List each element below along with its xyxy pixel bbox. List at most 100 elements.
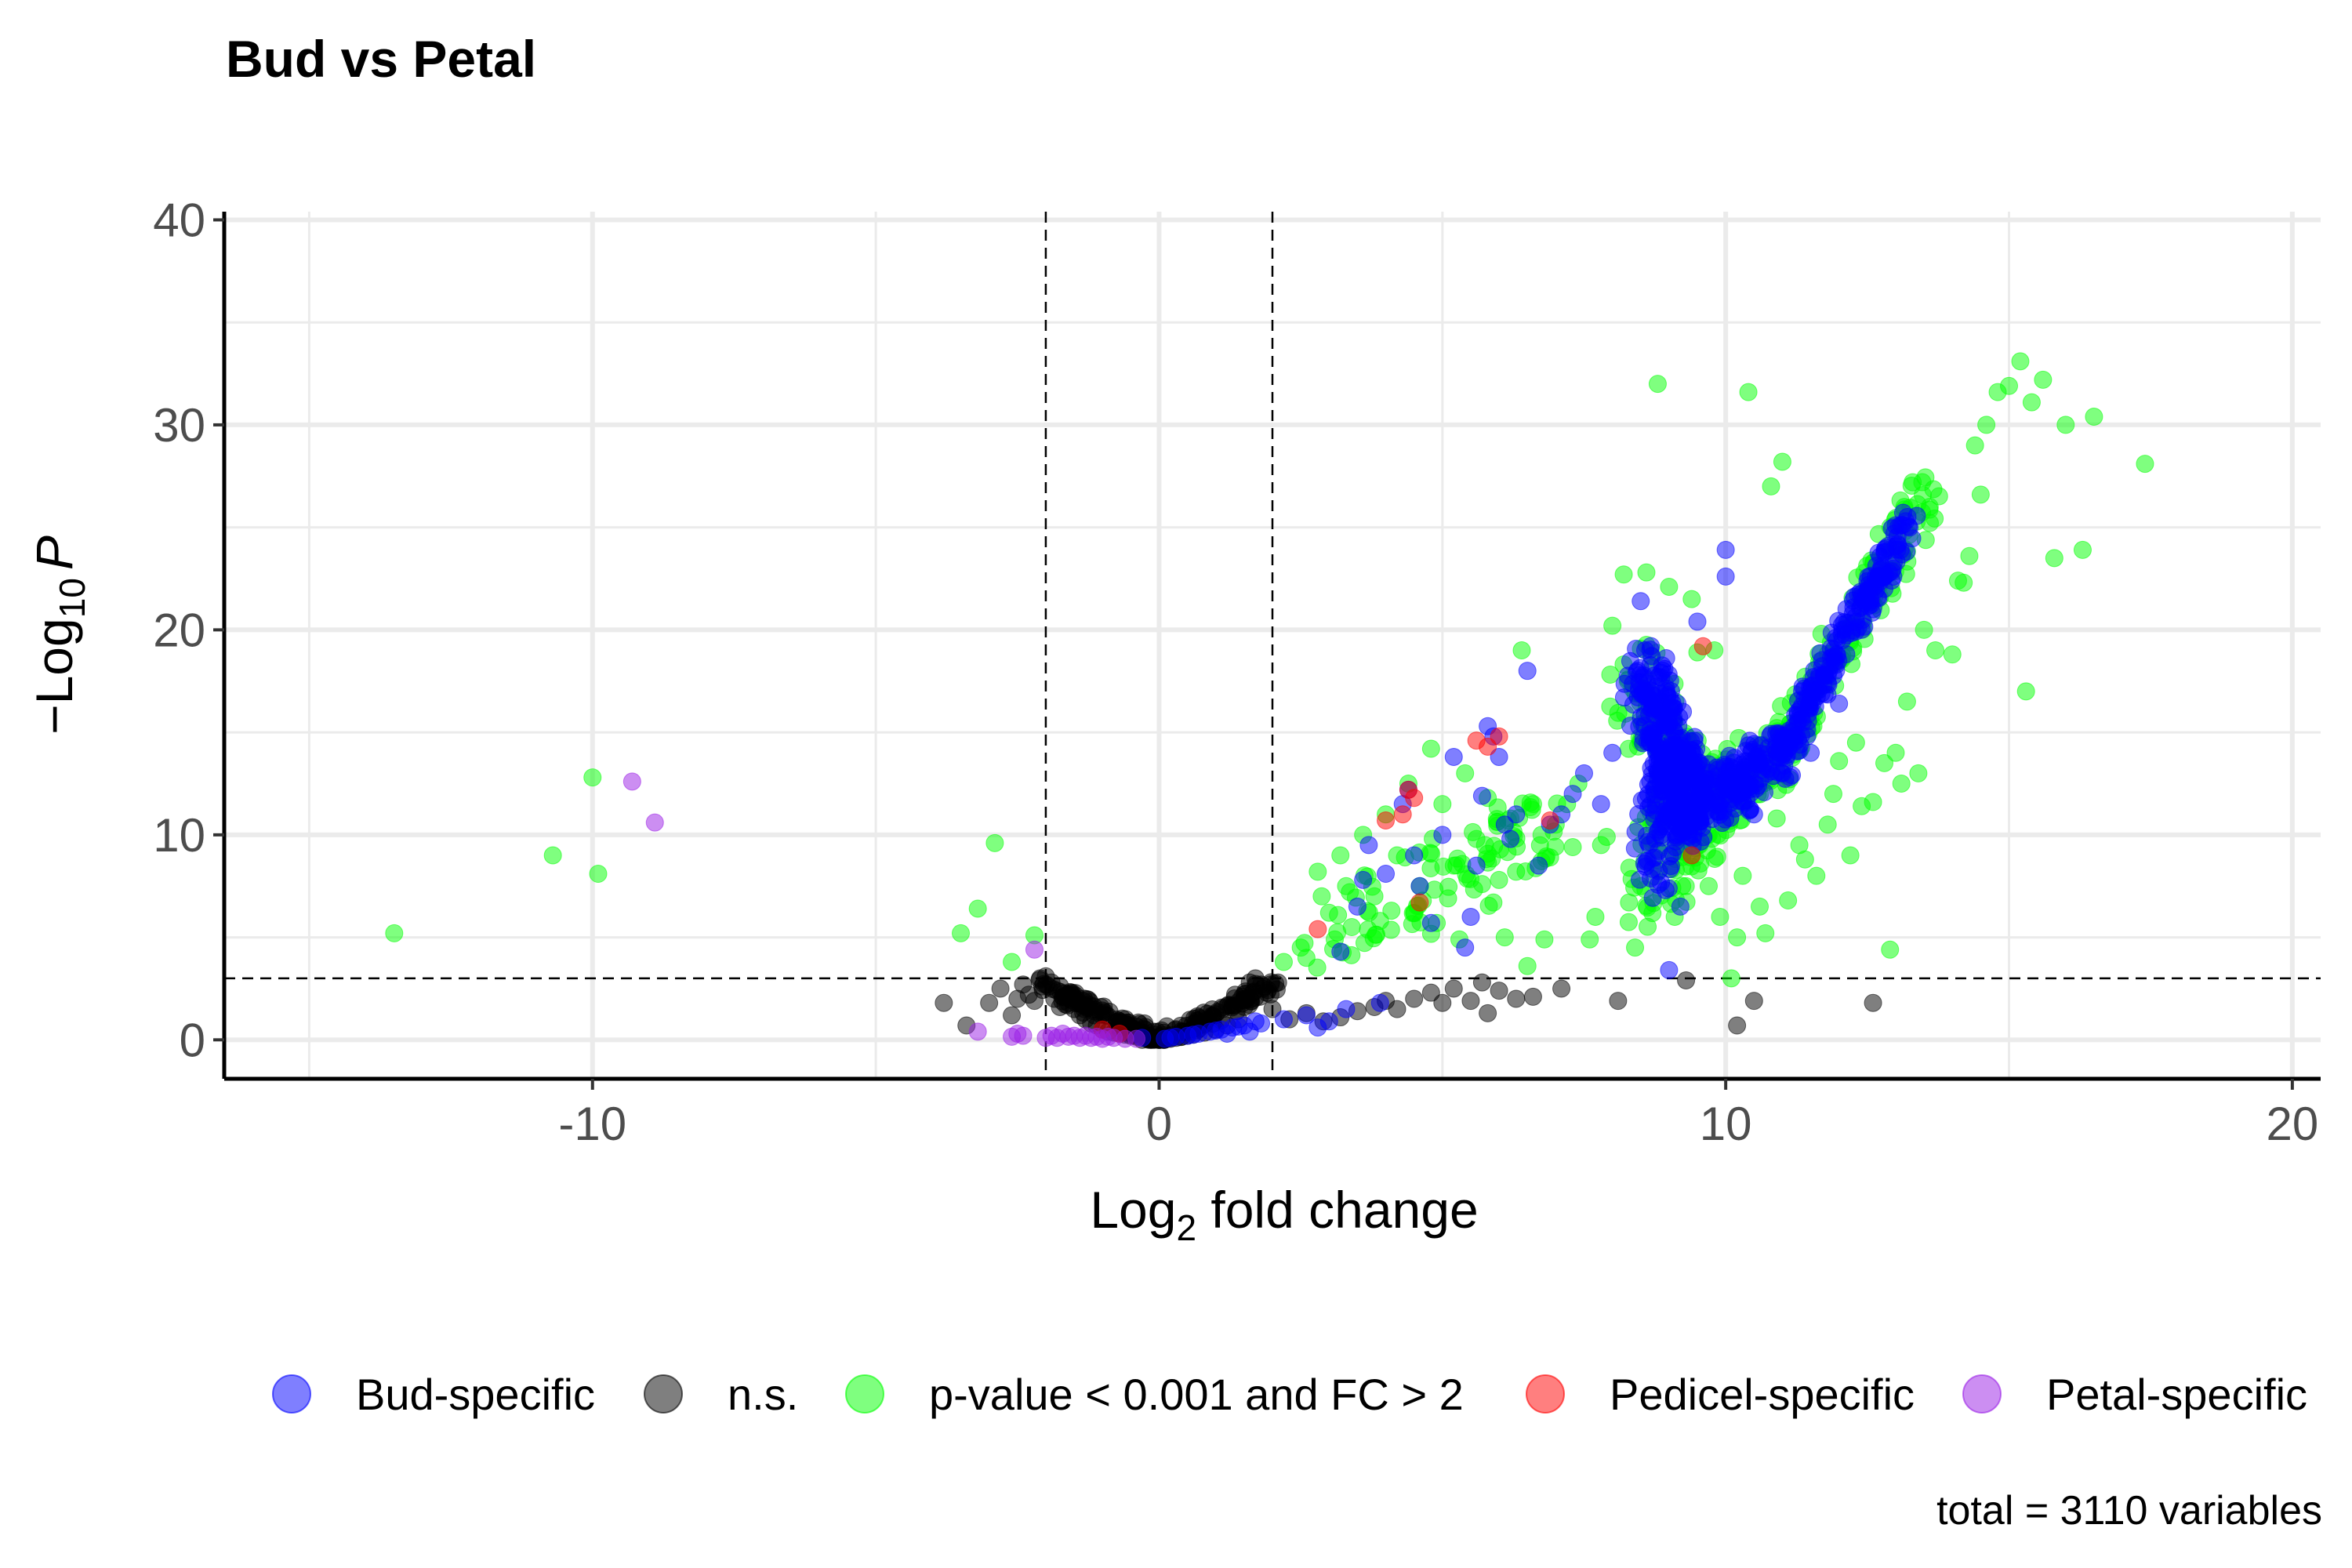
point-p-value-0-001-and-fc-2 xyxy=(1892,774,1911,793)
point-p-value-0-001-and-fc-2 xyxy=(1660,577,1679,596)
point-n-s xyxy=(1507,989,1526,1008)
legend-label-n-s: n.s. xyxy=(728,1370,798,1419)
legend-key-p-value-0-001-and-fc-2 xyxy=(845,1374,884,1414)
point-p-value-0-001-and-fc-2 xyxy=(385,924,404,942)
legend-label-p-value-0-001-and-fc-2: p-value < 0.001 and FC > 2 xyxy=(929,1370,1464,1419)
point-p-value-0-001-and-fc-2 xyxy=(1003,953,1022,971)
point-pedicel-specific xyxy=(1405,789,1424,808)
point-bud-specific xyxy=(1688,807,1707,826)
point-p-value-0-001-and-fc-2 xyxy=(1841,846,1860,865)
y-tick-label: 40 xyxy=(153,194,205,246)
point-bud-specific xyxy=(1671,897,1690,916)
x-tick-label: 20 xyxy=(2266,1098,2318,1150)
point-bud-specific xyxy=(1871,547,1889,566)
caption: total = 3110 variables xyxy=(1936,1488,2322,1534)
point-p-value-0-001-and-fc-2 xyxy=(2011,352,2030,371)
point-bud-specific xyxy=(1490,747,1508,766)
point-p-value-0-001-and-fc-2 xyxy=(1739,383,1758,401)
point-n-s xyxy=(1008,989,1027,1008)
point-p-value-0-001-and-fc-2 xyxy=(2016,682,2035,701)
point-p-value-0-001-and-fc-2 xyxy=(1421,858,1440,877)
point-p-value-0-001-and-fc-2 xyxy=(2136,455,2154,474)
point-bud-specific xyxy=(1603,743,1622,762)
point-bud-specific xyxy=(1649,876,1668,895)
legend-key-n-s xyxy=(644,1374,683,1414)
point-petal-specific xyxy=(1025,940,1044,959)
point-p-value-0-001-and-fc-2 xyxy=(1926,509,1944,528)
point-bud-specific xyxy=(1644,728,1663,747)
point-p-value-0-001-and-fc-2 xyxy=(1535,930,1554,949)
point-p-value-0-001-and-fc-2 xyxy=(2022,393,2041,412)
point-n-s xyxy=(1388,1000,1406,1018)
y-tick-label: 10 xyxy=(153,809,205,862)
point-p-value-0-001-and-fc-2 xyxy=(2085,407,2103,426)
y-axis-title-subscript: 10 xyxy=(52,578,93,618)
point-n-s xyxy=(1444,979,1463,998)
point-n-s xyxy=(1490,982,1508,1000)
point-p-value-0-001-and-fc-2 xyxy=(1619,913,1638,931)
point-p-value-0-001-and-fc-2 xyxy=(1312,887,1331,906)
point-bud-specific xyxy=(1740,731,1759,750)
point-p-value-0-001-and-fc-2 xyxy=(1948,572,1967,590)
point-petal-specific xyxy=(1003,1027,1022,1046)
point-bud-specific xyxy=(1747,779,1766,798)
point-p-value-0-001-and-fc-2 xyxy=(1329,906,1348,924)
point-bud-specific xyxy=(1629,680,1648,699)
point-p-value-0-001-and-fc-2 xyxy=(2034,370,2053,389)
point-n-s xyxy=(991,979,1010,998)
point-p-value-0-001-and-fc-2 xyxy=(1708,848,1726,866)
point-n-s xyxy=(1472,973,1491,992)
point-p-value-0-001-and-fc-2 xyxy=(1518,956,1537,975)
point-p-value-0-001-and-fc-2 xyxy=(1943,645,1962,664)
point-p-value-0-001-and-fc-2 xyxy=(1971,485,1990,504)
x-tick-label: 0 xyxy=(1146,1098,1172,1150)
x-axis-ticks: -10 0 10 20 xyxy=(558,1079,2318,1150)
point-bud-specific xyxy=(1789,742,1808,760)
point-p-value-0-001-and-fc-2 xyxy=(1915,620,1933,639)
point-p-value-0-001-and-fc-2 xyxy=(968,899,987,918)
point-bud-specific xyxy=(1707,782,1726,800)
x-axis-title-suffix: fold change xyxy=(1196,1181,1479,1239)
y-axis-title: −Log10 P xyxy=(25,535,93,735)
point-bud-specific xyxy=(1716,810,1735,829)
point-p-value-0-001-and-fc-2 xyxy=(1824,785,1842,804)
point-p-value-0-001-and-fc-2 xyxy=(1490,870,1508,889)
point-bud-specific xyxy=(1518,662,1537,681)
y-axis-ticks: 0 10 20 30 40 xyxy=(153,194,224,1066)
point-bud-specific xyxy=(1433,826,1452,844)
point-petal-specific xyxy=(645,813,664,832)
point-bud-specific xyxy=(1348,897,1367,916)
point-pedicel-specific xyxy=(1693,637,1712,655)
point-p-value-0-001-and-fc-2 xyxy=(1807,866,1826,885)
point-p-value-0-001-and-fc-2 xyxy=(1762,477,1780,495)
point-bud-specific xyxy=(1660,960,1679,979)
point-n-s xyxy=(1744,992,1763,1011)
point-pedicel-specific xyxy=(1479,737,1497,756)
point-p-value-0-001-and-fc-2 xyxy=(1751,897,1769,916)
point-p-value-0-001-and-fc-2 xyxy=(1563,838,1582,857)
chart-title: Bud vs Petal xyxy=(226,30,536,88)
point-p-value-0-001-and-fc-2 xyxy=(589,865,608,884)
y-axis-title-prefix: −Log xyxy=(25,618,83,735)
point-p-value-0-001-and-fc-2 xyxy=(952,924,971,942)
point-n-s xyxy=(1677,971,1696,989)
point-p-value-0-001-and-fc-2 xyxy=(1637,563,1656,582)
y-axis-title-variable: P xyxy=(25,535,83,570)
point-bud-specific xyxy=(1405,846,1424,865)
point-p-value-0-001-and-fc-2 xyxy=(1295,934,1314,953)
point-p-value-0-001-and-fc-2 xyxy=(1421,844,1439,862)
point-n-s xyxy=(1030,971,1049,989)
point-bud-specific xyxy=(1421,913,1440,932)
legend-key-pedicel-specific xyxy=(1526,1374,1565,1414)
x-tick-label: -10 xyxy=(558,1098,626,1150)
point-n-s xyxy=(1728,1016,1747,1035)
point-pedicel-specific xyxy=(1541,811,1559,830)
y-tick-label: 30 xyxy=(153,399,205,452)
point-p-value-0-001-and-fc-2 xyxy=(1689,861,1708,880)
data-points xyxy=(385,352,2154,1049)
cutoff-lines xyxy=(224,212,2321,1079)
point-bud-specific xyxy=(1621,652,1639,670)
point-p-value-0-001-and-fc-2 xyxy=(1382,902,1401,920)
point-bud-specific xyxy=(1370,993,1389,1012)
